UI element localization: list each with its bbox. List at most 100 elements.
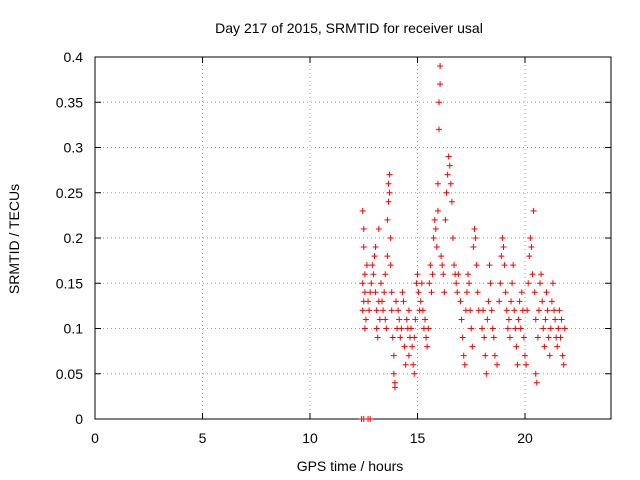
data-point (369, 262, 376, 269)
data-point (554, 343, 561, 350)
data-point (431, 216, 438, 223)
data-point (437, 81, 444, 88)
data-point (409, 343, 416, 350)
data-point (427, 262, 434, 269)
data-point (541, 343, 548, 350)
data-point (548, 298, 555, 305)
data-point (486, 262, 493, 269)
data-point (395, 307, 402, 314)
data-point (514, 361, 521, 368)
data-point (479, 325, 485, 332)
data-point (455, 271, 462, 278)
data-point (393, 298, 399, 305)
data-point (534, 334, 541, 341)
plot-area (94, 56, 612, 420)
data-point (375, 225, 382, 232)
data-point (484, 316, 491, 323)
data-point (546, 352, 553, 359)
data-point (408, 325, 415, 332)
data-point (561, 325, 568, 332)
data-point (453, 280, 460, 287)
data-point (544, 307, 551, 314)
data-point (445, 153, 452, 160)
data-point (542, 316, 549, 323)
data-point (444, 171, 451, 178)
data-point (388, 289, 395, 296)
data-point (459, 334, 466, 341)
data-point (531, 289, 538, 296)
data-point (359, 307, 366, 314)
data-point (405, 307, 412, 314)
data-point (454, 289, 461, 296)
data-point (402, 361, 409, 368)
data-point (374, 334, 381, 341)
data-point (447, 180, 454, 187)
y-tick-label: 0.4 (64, 49, 84, 65)
data-point (516, 298, 523, 305)
y-tick-label: 0 (75, 411, 83, 427)
data-point (494, 361, 501, 368)
data-point (535, 307, 542, 314)
data-point (415, 289, 422, 296)
data-point (373, 325, 380, 332)
data-point (515, 316, 522, 323)
data-point (497, 280, 504, 287)
data-point (417, 298, 424, 305)
data-point (458, 316, 465, 323)
data-points (358, 63, 568, 422)
x-tick-label: 10 (302, 430, 318, 446)
data-point (365, 298, 372, 305)
data-point (422, 316, 429, 323)
data-point (505, 316, 512, 323)
y-tick-label: 0.1 (64, 321, 84, 337)
data-point (491, 352, 498, 359)
y-tick-label: 0.2 (64, 230, 84, 246)
data-point (551, 307, 558, 314)
data-point (410, 361, 417, 368)
data-point (411, 334, 418, 341)
data-point (506, 334, 513, 341)
data-point (382, 271, 389, 278)
data-point (414, 271, 421, 278)
data-point (499, 235, 506, 241)
data-point (428, 289, 435, 296)
data-point (437, 63, 444, 70)
data-point (424, 343, 431, 350)
data-point (482, 352, 489, 359)
data-point (412, 316, 419, 323)
data-point (403, 316, 410, 323)
data-point (429, 271, 436, 278)
data-point (545, 334, 552, 341)
data-point (471, 225, 478, 232)
data-point (384, 253, 391, 260)
data-point (361, 271, 368, 278)
data-point (540, 325, 547, 332)
data-point (457, 298, 464, 305)
data-point (538, 271, 545, 278)
data-point (432, 225, 439, 232)
axis-ticks (94, 56, 611, 420)
data-point (379, 298, 386, 305)
data-point (461, 361, 468, 368)
data-point (363, 262, 370, 269)
data-point (396, 316, 403, 323)
data-point (436, 99, 442, 106)
data-point (387, 262, 394, 269)
data-point (473, 262, 480, 269)
data-point (468, 325, 475, 332)
data-point (440, 271, 447, 278)
data-point (488, 307, 495, 314)
data-point (530, 207, 537, 214)
data-point (547, 325, 554, 332)
data-point (480, 307, 487, 314)
data-point (467, 307, 474, 314)
data-point (509, 280, 516, 287)
data-point (400, 298, 407, 305)
data-point (370, 271, 377, 278)
y-tick-label: 0.25 (56, 185, 83, 201)
data-point (443, 189, 450, 196)
y-tick-label: 0.05 (56, 366, 83, 382)
data-point (504, 325, 511, 332)
data-point (518, 289, 525, 296)
chart-title: Day 217 of 2015, SRMTID for receiver usa… (215, 20, 483, 36)
